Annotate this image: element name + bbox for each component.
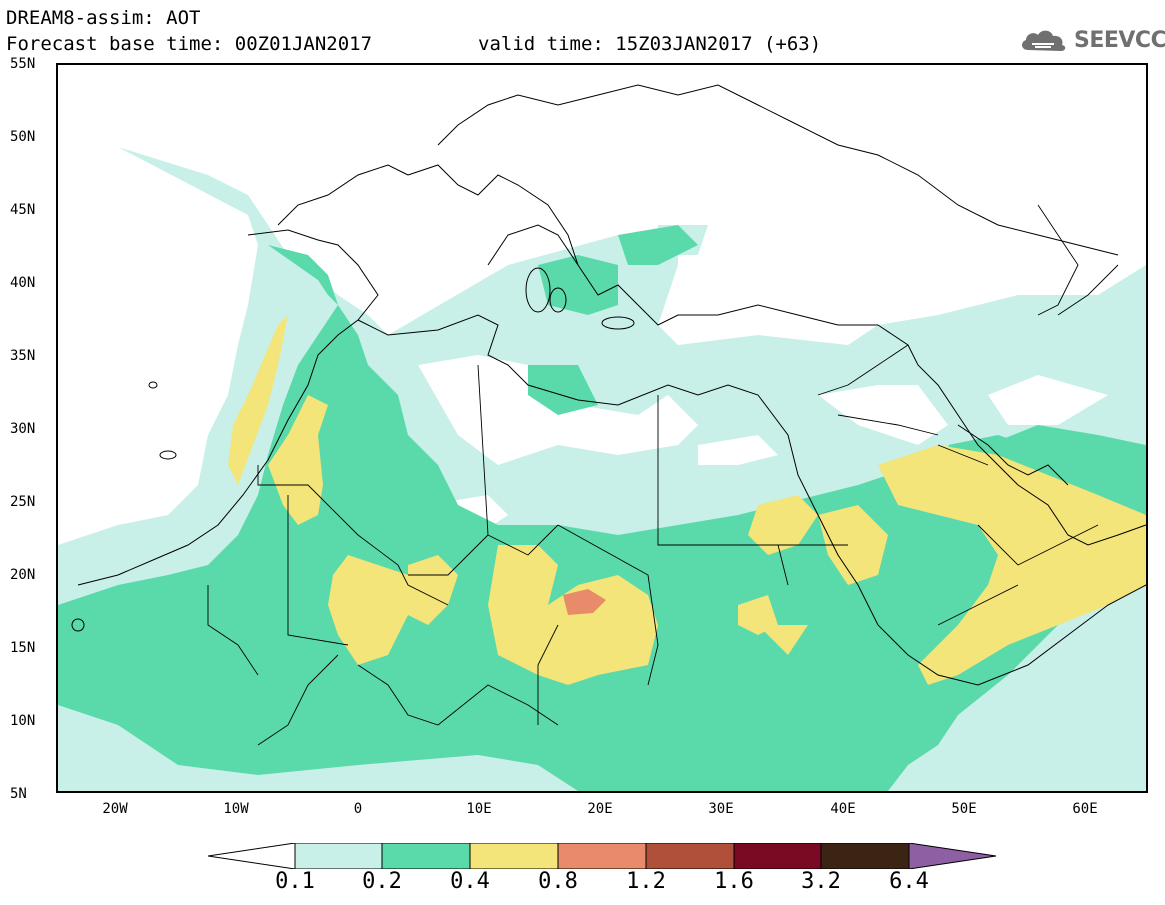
lat-label: 55N <box>10 56 36 72</box>
lon-label: 50E <box>951 801 977 817</box>
country-borders <box>207 204 1119 746</box>
colorbar-tick: 1.2 <box>626 869 666 894</box>
lat-label: 30N <box>10 421 36 437</box>
seevccc-logo: SEEVCCC <box>1018 26 1165 54</box>
colorbar-tick: 0.2 <box>362 869 402 894</box>
lat-label: 40N <box>10 275 36 291</box>
colorbar-tick: 0.4 <box>450 869 490 894</box>
map-title: DREAM8-assim: AOT <box>6 7 201 29</box>
lon-label: 30E <box>708 801 734 817</box>
colorbar-segment-1-2 <box>645 843 735 869</box>
lon-label: 20W <box>102 801 128 817</box>
colorbar-tick: 6.4 <box>889 869 929 894</box>
colorbar-segment-below <box>208 843 296 869</box>
lat-label: 45N <box>10 202 36 218</box>
colorbar-tick: 0.8 <box>538 869 578 894</box>
colorbar-segment-1-6 <box>733 843 822 869</box>
coastlines <box>77 84 1146 686</box>
colorbar-segment-0-1 <box>294 843 383 869</box>
lat-label: 25N <box>10 494 36 510</box>
lat-label: 10N <box>10 713 36 729</box>
colorbar-tick: 1.6 <box>714 869 754 894</box>
lon-label: 10E <box>466 801 492 817</box>
lat-label: 35N <box>10 348 36 364</box>
colorbar-segment-0-2 <box>381 843 471 869</box>
aot-contour-0-4 <box>228 315 1146 685</box>
lat-label: 20N <box>10 567 36 583</box>
aot-contour-0-8 <box>563 589 606 615</box>
aot-map <box>56 63 1148 793</box>
colorbar-tick: 3.2 <box>801 869 841 894</box>
lat-label: 15N <box>10 640 36 656</box>
colorbar-segment-0-4 <box>469 843 559 869</box>
lon-label: 10W <box>223 801 249 817</box>
islands <box>71 267 635 632</box>
lon-label: 60E <box>1072 801 1098 817</box>
valid-time: valid time: 15Z03JAN2017 (+63) <box>478 33 822 55</box>
lon-label: 0 <box>353 801 363 817</box>
colorbar-tick: 0.1 <box>275 869 315 894</box>
aot-colorbar <box>208 843 997 869</box>
lon-label: 40E <box>830 801 856 817</box>
lat-label: 5N <box>10 786 27 802</box>
cloud-icon <box>1022 30 1066 51</box>
colorbar-segment-3-2 <box>820 843 910 869</box>
lon-label: 20E <box>587 801 613 817</box>
colorbar-segment-0-8 <box>557 843 647 869</box>
forecast-base-time: Forecast base time: 00Z01JAN2017 <box>6 33 373 55</box>
lat-label: 50N <box>10 129 36 145</box>
colorbar-segment-above <box>908 843 997 869</box>
logo-text: SEEVCCC <box>1074 27 1165 53</box>
